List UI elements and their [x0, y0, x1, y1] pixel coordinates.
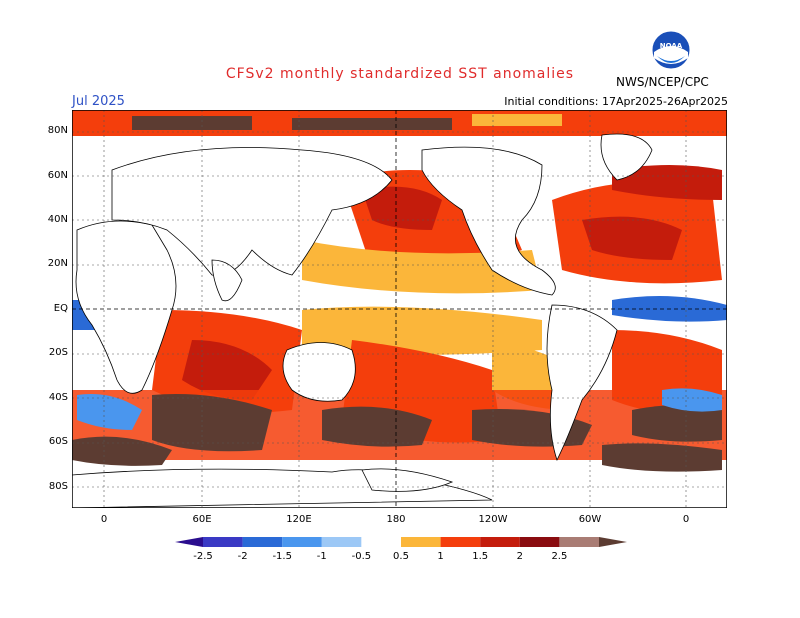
lat-label-20n: 20N: [47, 258, 68, 269]
arctic-extreme-patch-2: [292, 118, 452, 130]
lat-label-40s: 40S: [48, 392, 68, 403]
lat-label-60s: 60S: [48, 436, 68, 447]
colorbar-tick-label: 2: [517, 551, 523, 562]
colorbar-tick-label: 0.5: [393, 551, 409, 562]
north-america: [421, 146, 556, 296]
lat-label-80n: 80N: [47, 125, 68, 136]
initial-conditions: Initial conditions: 17Apr2025-26Apr2025: [504, 95, 728, 108]
lat-label-80s: 80S: [48, 481, 68, 492]
forecast-month: Jul 2025: [72, 94, 125, 109]
south-america: [546, 304, 618, 462]
colorbar-tick-label: 1: [437, 551, 443, 562]
antarctica-peninsula: [361, 468, 454, 492]
colorbar-swatch: [559, 537, 599, 547]
india: [211, 259, 243, 302]
colorbar-tick-label: -1: [317, 551, 327, 562]
colorbar-swatch: [480, 537, 520, 547]
sst-map: [71, 109, 728, 509]
colorbar-swatch: [282, 537, 322, 547]
colorbar-swatch: [242, 537, 283, 547]
arctic-moderate-patch: [472, 114, 562, 126]
north-pacific-strong: [362, 186, 442, 230]
lon-label-120w: 120W: [478, 514, 508, 525]
lat-label-eq: EQ: [53, 303, 68, 314]
colorbar: -2.5 -2 -1.5 -1 -0.5 0.5 1 1.5 2 2.5: [175, 536, 627, 568]
lon-label-120e: 120E: [286, 514, 312, 525]
colorbar-high-end: [599, 537, 627, 547]
south-atlantic-cool: [77, 394, 142, 430]
southern-ocean-extreme-2: [322, 406, 432, 447]
lon-label-180: 180: [386, 514, 406, 525]
colorbar-tick-label: -2.5: [193, 551, 213, 562]
labrador-warm: [612, 165, 722, 200]
colorbar-tick-label: 1.5: [472, 551, 488, 562]
lat-label-20s: 20S: [48, 347, 68, 358]
chart-title: CFSv2 monthly standardized SST anomalies: [225, 66, 575, 82]
noaa-logo-icon: NOAA: [651, 30, 691, 74]
south-indian-strong: [182, 340, 272, 400]
australia: [282, 342, 356, 402]
lon-label-0: 0: [100, 514, 108, 525]
colorbar-tick-label: -1.5: [272, 551, 292, 562]
north-atlantic-strong: [582, 216, 682, 260]
colorbar-swatch: [401, 537, 441, 547]
greenland: [600, 133, 653, 181]
map-svg: [71, 109, 728, 509]
colorbar-swatch: [321, 537, 362, 547]
south-atlantic-cool-2: [662, 388, 722, 412]
southern-ocean-extreme-4: [632, 405, 722, 442]
lon-label-60e: 60E: [192, 514, 212, 525]
lon-label-60w: 60W: [578, 514, 602, 525]
agency-label: NWS/NCEP/CPC: [616, 75, 709, 89]
colorbar-tick-label: 2.5: [551, 551, 567, 562]
arctic-extreme-patch: [132, 116, 252, 130]
southern-ocean-extreme-5: [72, 436, 172, 466]
eurasia: [111, 147, 393, 277]
reference-lines: [72, 110, 727, 508]
grid-lines: [72, 110, 727, 508]
logo-text: NOAA: [660, 42, 683, 50]
colorbar-tick-label: -0.5: [352, 551, 372, 562]
colorbar-swatch: [203, 537, 243, 547]
southern-ocean-extreme-1: [152, 394, 272, 452]
colorbar-swatch: [361, 537, 401, 547]
colorbar-swatch: [519, 537, 560, 547]
colorbar-low-end: [175, 537, 203, 547]
colorbar-svg: -2.5 -2 -1.5 -1 -0.5 0.5 1 1.5 2 2.5: [175, 537, 627, 562]
land-masses: [71, 133, 653, 509]
southern-ocean-extreme-6: [602, 443, 722, 472]
colorbar-tick-label: -2: [238, 551, 248, 562]
colorbar-swatch: [440, 537, 481, 547]
lat-label-40n: 40N: [47, 214, 68, 225]
lat-label-60n: 60N: [47, 170, 68, 181]
lon-label-0-east: 0: [682, 514, 690, 525]
